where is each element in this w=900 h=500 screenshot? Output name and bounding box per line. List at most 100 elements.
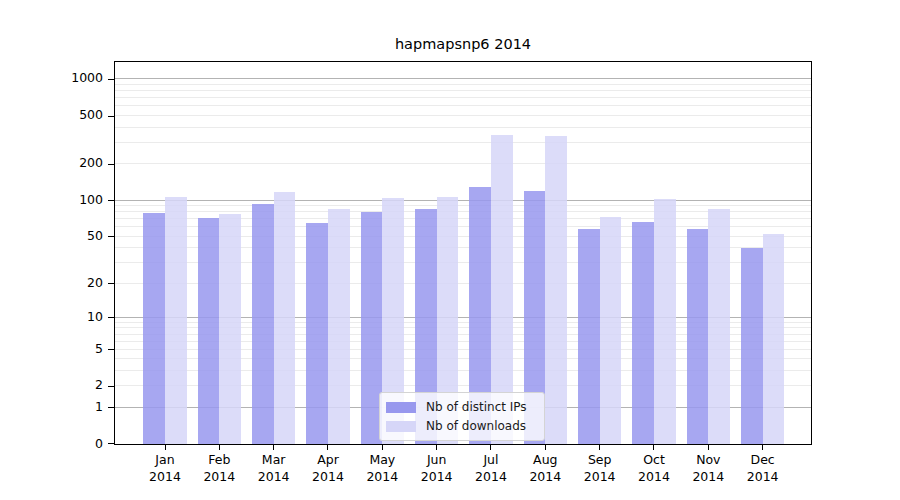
bar-ips-oct	[632, 222, 654, 444]
minor-gridline	[115, 97, 811, 98]
x-axis-tick-label: Jan2014	[137, 452, 193, 485]
y-axis-tick-label: 0	[53, 437, 103, 451]
x-axis-tick	[599, 445, 600, 450]
month-label: May	[354, 452, 410, 469]
y-axis-tick-label: 100	[53, 193, 103, 207]
month-label: Mar	[246, 452, 302, 469]
month-label: Feb	[191, 452, 247, 469]
x-axis-tick	[436, 445, 437, 450]
x-axis-tick-label: Sep2014	[572, 452, 628, 485]
y-axis-tick-label: 2	[53, 378, 103, 392]
major-gridline	[115, 78, 811, 79]
month-label: Jun	[409, 452, 465, 469]
x-axis-tick-label: Oct2014	[626, 452, 682, 485]
month-label: Aug	[517, 452, 573, 469]
y-axis-tick-label: 50	[53, 229, 103, 243]
bar-ips-mar	[252, 204, 274, 444]
year-label: 2014	[300, 469, 356, 486]
legend-label: Nb of distinct IPs	[426, 400, 527, 414]
y-axis-tick-label: 500	[53, 108, 103, 122]
x-axis-tick-label: Mar2014	[246, 452, 302, 485]
y-axis-tick	[108, 349, 114, 350]
year-label: 2014	[572, 469, 628, 486]
legend-swatch	[386, 421, 416, 432]
x-axis-tick	[653, 445, 654, 450]
year-label: 2014	[517, 469, 573, 486]
y-axis-tick	[108, 283, 114, 284]
y-axis-tick-label: 1000	[53, 71, 103, 85]
bar-downloads-apr	[328, 209, 350, 444]
x-axis-tick-label: Dec2014	[735, 452, 791, 485]
plot-area: 01251020501002005001000Jan2014Feb2014Mar…	[114, 61, 812, 445]
y-axis-tick	[108, 116, 114, 117]
minor-gridline	[115, 211, 811, 212]
bar-ips-feb	[198, 218, 220, 444]
x-axis-tick	[327, 445, 328, 450]
y-axis-tick	[108, 407, 114, 408]
month-label: Sep	[572, 452, 628, 469]
bar-downloads-dec	[763, 234, 785, 444]
minor-gridline	[115, 105, 811, 106]
bar-downloads-mar	[274, 192, 296, 444]
minor-gridline	[115, 205, 811, 206]
year-label: 2014	[680, 469, 736, 486]
legend: Nb of distinct IPs Nb of downloads	[379, 392, 545, 441]
month-label: Apr	[300, 452, 356, 469]
x-axis-tick	[490, 445, 491, 450]
bar-downloads-oct	[654, 199, 676, 444]
bar-downloads-sep	[600, 217, 622, 444]
year-label: 2014	[246, 469, 302, 486]
year-label: 2014	[354, 469, 410, 486]
y-axis-tick-label: 20	[53, 276, 103, 290]
x-axis-tick	[165, 445, 166, 450]
year-label: 2014	[735, 469, 791, 486]
month-label: Oct	[626, 452, 682, 469]
year-label: 2014	[626, 469, 682, 486]
year-label: 2014	[409, 469, 465, 486]
y-axis-tick	[108, 317, 114, 318]
legend-row: Nb of downloads	[386, 418, 536, 434]
y-axis-tick	[108, 443, 114, 444]
y-axis-tick	[108, 236, 114, 237]
y-axis-tick-label: 200	[53, 156, 103, 170]
chart: hapmapsnp6 2014 01251020501002005001000J…	[0, 0, 900, 500]
bar-downloads-jan	[165, 197, 187, 444]
x-axis-tick-label: Feb2014	[191, 452, 247, 485]
major-gridline	[115, 200, 811, 201]
x-axis-tick	[545, 445, 546, 450]
x-axis-tick-label: Apr2014	[300, 452, 356, 485]
x-axis-tick	[762, 445, 763, 450]
y-axis-tick	[108, 386, 114, 387]
year-label: 2014	[137, 469, 193, 486]
bar-downloads-aug	[545, 136, 567, 444]
x-axis-tick	[382, 445, 383, 450]
y-axis-tick	[108, 164, 114, 165]
x-axis-tick	[273, 445, 274, 450]
month-label: Jul	[463, 452, 519, 469]
bar-ips-nov	[687, 229, 709, 444]
chart-title: hapmapsnp6 2014	[114, 36, 812, 52]
minor-gridline	[115, 163, 811, 164]
bar-ips-sep	[578, 229, 600, 444]
minor-gridline	[115, 142, 811, 143]
minor-gridline	[115, 90, 811, 91]
x-axis-tick-label: Jun2014	[409, 452, 465, 485]
bar-downloads-nov	[708, 209, 730, 444]
minor-gridline	[115, 115, 811, 116]
minor-gridline	[115, 127, 811, 128]
bar-downloads-feb	[219, 214, 241, 444]
x-axis-tick-label: Aug2014	[517, 452, 573, 485]
y-axis-tick	[108, 200, 114, 201]
year-label: 2014	[191, 469, 247, 486]
bar-ips-apr	[306, 223, 328, 444]
y-axis-tick	[108, 79, 114, 80]
bar-ips-dec	[741, 248, 763, 444]
x-axis-tick-label: Nov2014	[680, 452, 736, 485]
year-label: 2014	[463, 469, 519, 486]
legend-swatch	[386, 402, 416, 413]
y-axis-tick-label: 10	[53, 310, 103, 324]
x-axis-tick-label: May2014	[354, 452, 410, 485]
month-label: Nov	[680, 452, 736, 469]
month-label: Dec	[735, 452, 791, 469]
minor-gridline	[115, 84, 811, 85]
